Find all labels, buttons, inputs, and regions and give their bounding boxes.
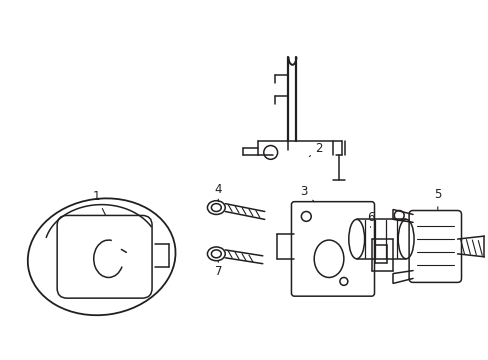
Text: 2: 2 — [309, 142, 322, 157]
Text: 7: 7 — [214, 261, 222, 278]
Text: 1: 1 — [93, 190, 105, 215]
Text: 3: 3 — [300, 185, 314, 202]
Text: 4: 4 — [214, 183, 222, 202]
Text: 5: 5 — [433, 188, 441, 210]
Text: 6: 6 — [366, 211, 373, 227]
